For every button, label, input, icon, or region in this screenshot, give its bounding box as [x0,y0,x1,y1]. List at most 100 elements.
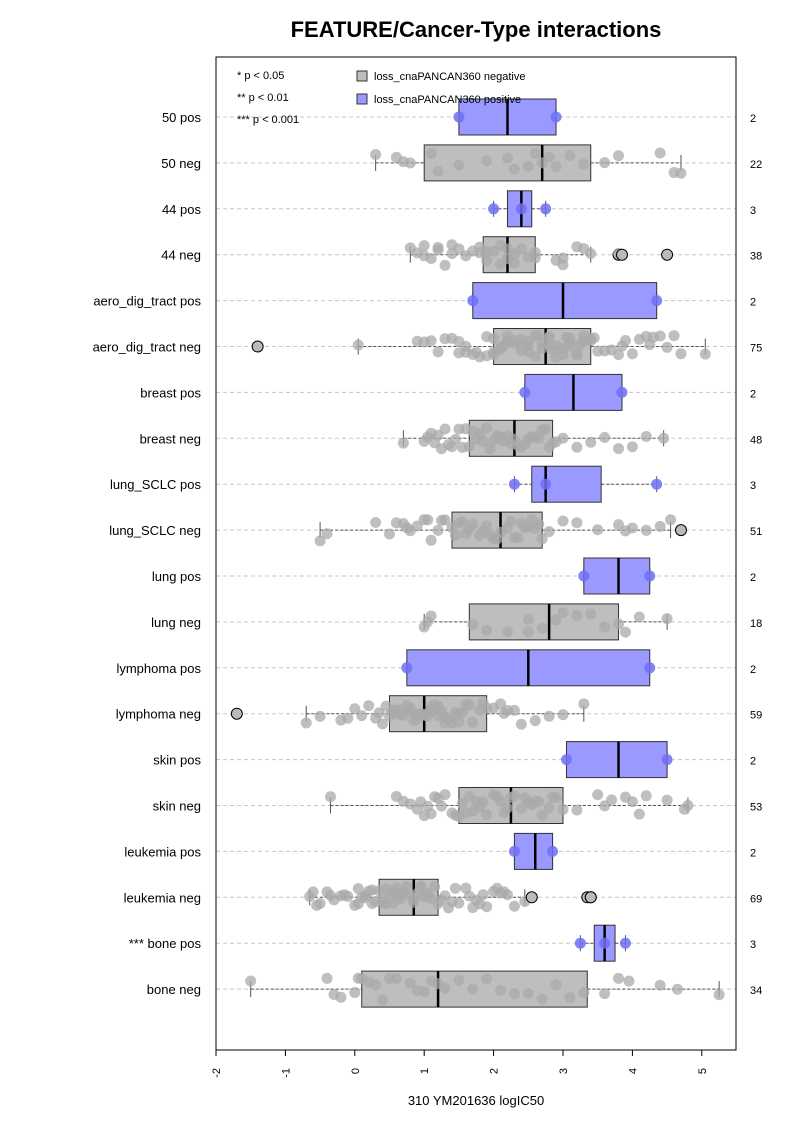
data-point [418,336,430,348]
x-tick-label: 1 [419,1068,431,1074]
data-point [467,619,479,631]
data-point [359,892,371,904]
data-point [425,252,437,264]
data-point [574,937,586,949]
data-point [557,709,569,721]
data-point [613,443,625,455]
data-point [550,614,562,626]
data-point [571,517,583,529]
data-point [547,343,559,355]
x-tick-label: 5 [697,1068,709,1074]
data-point [425,610,437,622]
data-point [501,152,513,164]
data-point [356,710,368,722]
data-point [571,441,583,453]
data-point [370,979,382,991]
data-point [543,526,555,538]
box [583,557,651,595]
data-point [342,712,354,724]
data-point [470,894,482,906]
group-count: 3 [750,480,756,492]
data-point [439,711,451,723]
data-point [408,893,420,905]
data-point [432,346,444,358]
data-point [640,790,652,802]
group-label: lung_SCLC pos [110,477,202,492]
group-label: breast neg [140,431,201,446]
data-point [467,983,479,995]
group-count: 2 [750,847,756,859]
data-point [571,610,583,622]
x-axis: -2 -1 0 1 2 3 4 5 [211,1049,709,1078]
group-label: *** bone pos [129,936,202,951]
group-count: 59 [750,710,762,722]
data-point [352,339,364,351]
data-point [515,718,527,730]
data-point [498,806,510,818]
data-point [449,529,461,541]
group-count: 53 [750,802,762,814]
data-point [501,253,513,265]
data-point [560,754,572,766]
data-point [484,529,496,541]
x-tick-label: 2 [489,1068,501,1074]
group-count: 75 [750,343,762,355]
group-label: lymphoma pos [116,661,201,676]
data-point [439,333,451,345]
data-point [335,991,347,1003]
data-point [463,699,475,711]
data-point [363,700,375,712]
group-label: leukemia pos [124,844,201,859]
data-point [484,443,496,455]
data-point [519,439,531,451]
data-point [442,902,454,914]
chart-title: FEATURE/Cancer-Type interactions [291,17,662,42]
data-point [585,608,597,620]
data-point [536,533,548,545]
data-point [547,791,559,803]
data-point [481,624,493,636]
data-point [571,804,583,816]
data-point [495,985,507,997]
outlier-point [230,707,243,720]
data-point [519,792,531,804]
data-point [491,790,503,802]
data-point [366,884,378,896]
data-point [536,993,548,1005]
data-point [543,151,555,163]
data-point [449,434,461,446]
group-count: 69 [750,893,762,905]
data-point [404,977,416,989]
outlier-point [251,340,264,353]
data-point [425,534,437,546]
data-point [394,893,406,905]
data-point [307,886,319,898]
data-point [470,795,482,807]
data-point [515,333,527,345]
data-point [460,340,472,352]
data-point [501,626,513,638]
significance-legend-entry: *** p < 0.001 [237,114,299,126]
data-point [401,662,413,674]
group-count: 3 [750,205,756,217]
data-point [453,897,465,909]
data-point [404,157,416,169]
data-point [536,623,548,635]
data-point [491,430,503,442]
data-point [481,901,493,913]
data-point [439,789,451,801]
data-point [571,349,583,361]
data-point [422,888,434,900]
data-point [370,148,382,160]
group-label: lymphoma neg [116,707,201,722]
data-point [321,528,333,540]
data-point [616,340,628,352]
data-point [453,111,465,123]
outlier-point [661,248,674,261]
data-point [481,422,493,434]
data-point [370,516,382,528]
data-point [713,989,725,1001]
data-point [651,295,663,307]
data-point [557,515,569,527]
group-label: skin pos [153,753,201,768]
